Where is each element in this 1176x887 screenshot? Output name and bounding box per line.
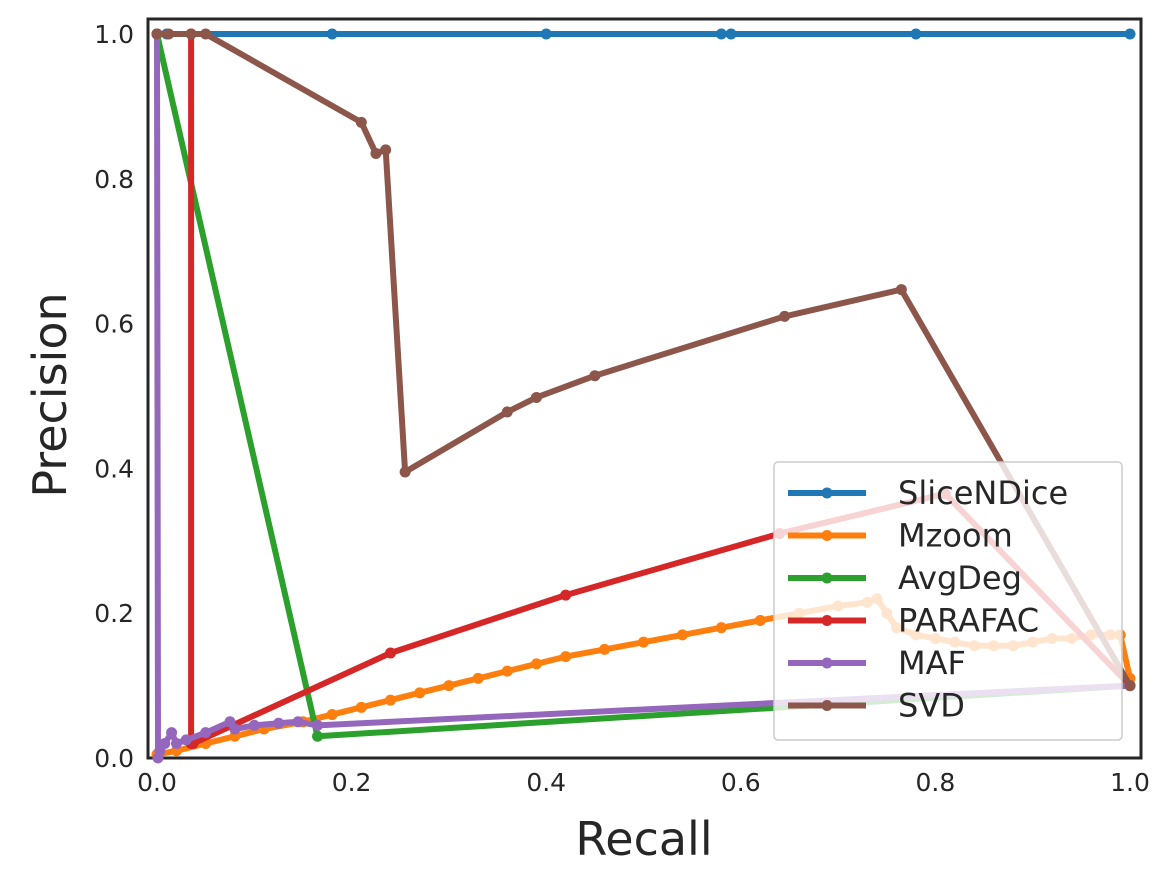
series-layer [151, 28, 1136, 764]
legend-swatch-marker [821, 700, 833, 711]
data-point-svd [355, 116, 367, 128]
legend-label: PARAFAC [898, 602, 1039, 640]
y-tick-label: 0.2 [94, 599, 134, 628]
data-point-parafac [560, 589, 572, 601]
legend-box [773, 461, 1123, 741]
legend-label: AvgDeg [898, 559, 1022, 597]
data-point-mzoom [715, 622, 727, 634]
data-point-maf [200, 727, 212, 739]
data-point-svd [185, 28, 197, 40]
data-point-maf [170, 738, 182, 750]
data-point-mzoom [599, 643, 611, 655]
data-point-mzoom [472, 672, 484, 684]
data-point-svd [151, 28, 163, 40]
x-tick-label: 0.2 [332, 768, 372, 797]
data-point-svd [530, 391, 542, 403]
data-point-svd [779, 310, 791, 322]
y-axis-label: Precision [23, 292, 77, 497]
x-tick-label: 1.0 [1110, 768, 1150, 797]
x-tick-label: 0.8 [916, 768, 956, 797]
legend-swatch-marker [821, 615, 833, 626]
y-tick-label: 1.0 [94, 20, 134, 49]
y-tick-label: 0.6 [94, 310, 134, 339]
legend-swatch-marker [821, 657, 833, 669]
data-point-maf [248, 719, 260, 731]
data-point-maf [180, 734, 192, 746]
legend-swatch-marker [821, 530, 833, 541]
data-point-svd [370, 147, 382, 159]
legend-label: SliceNDice [898, 474, 1068, 512]
data-point-svd [501, 406, 513, 418]
data-point-mzoom [326, 709, 338, 721]
x-tick-label: 0.6 [721, 768, 761, 797]
data-point-slicendice [725, 28, 737, 40]
series-svd [151, 28, 1136, 692]
x-tick-labels: 0.0 0.2 0.4 0.6 0.8 1.0 [137, 768, 1150, 797]
data-point-avgdeg [312, 730, 324, 742]
legend-entry-mzoom: Mzoom [788, 517, 1013, 555]
data-point-svd [380, 144, 392, 156]
data-point-mzoom [530, 658, 542, 670]
data-point-parafac [385, 647, 397, 659]
data-point-svd [1124, 680, 1136, 692]
legend-label: Mzoom [898, 517, 1013, 555]
legend-label: SVD [898, 687, 965, 725]
data-point-svd [163, 28, 175, 40]
data-point-maf [312, 719, 324, 731]
legend-entry-svd: SVD [788, 687, 965, 725]
legend: SliceNDice Mzoom AvgDeg PARAFAC MAF SVD [773, 461, 1123, 741]
data-point-slicendice [910, 28, 922, 40]
data-point-mzoom [414, 687, 426, 699]
legend-entry-parafac: PARAFAC [788, 602, 1039, 640]
data-point-maf [273, 717, 285, 729]
y-tick-label: 0.4 [94, 454, 134, 483]
data-point-slicendice [1124, 28, 1136, 40]
legend-entry-avgdeg: AvgDeg [788, 559, 1022, 597]
data-point-slicendice [715, 28, 727, 40]
y-tick-label: 0.0 [94, 744, 134, 773]
data-point-mzoom [638, 636, 649, 648]
legend-entry-slicendice: SliceNDice [788, 474, 1068, 512]
data-point-svd [589, 370, 601, 382]
data-point-mzoom [385, 694, 397, 706]
legend-swatch-marker [821, 572, 833, 584]
data-point-mzoom [754, 614, 766, 626]
legend-entry-maf: MAF [788, 644, 966, 682]
data-point-maf [159, 738, 171, 750]
data-point-svd [200, 28, 212, 40]
y-tick-label: 0.8 [94, 165, 134, 194]
x-tick-label: 0.0 [137, 768, 177, 797]
data-point-mzoom [560, 651, 572, 663]
x-tick-label: 0.4 [526, 768, 566, 797]
data-point-mzoom [355, 701, 367, 713]
legend-swatch-marker [821, 487, 833, 499]
plot-area [146, 17, 1143, 764]
data-point-maf [292, 716, 304, 728]
x-axis-label: Recall [575, 812, 712, 866]
data-point-svd [895, 284, 907, 296]
y-tick-labels: 0.0 0.2 0.4 0.6 0.8 1.0 [94, 20, 134, 773]
data-point-maf [166, 727, 178, 739]
data-point-mzoom [443, 680, 455, 692]
legend-label: MAF [898, 644, 966, 682]
data-point-slicendice [540, 28, 552, 40]
data-point-mzoom [676, 629, 688, 641]
data-point-slicendice [326, 28, 338, 40]
data-point-maf [229, 723, 241, 735]
legend-entries: SliceNDice Mzoom AvgDeg PARAFAC MAF SVD [788, 474, 1068, 725]
data-point-mzoom [501, 665, 513, 677]
data-point-svd [399, 466, 411, 478]
